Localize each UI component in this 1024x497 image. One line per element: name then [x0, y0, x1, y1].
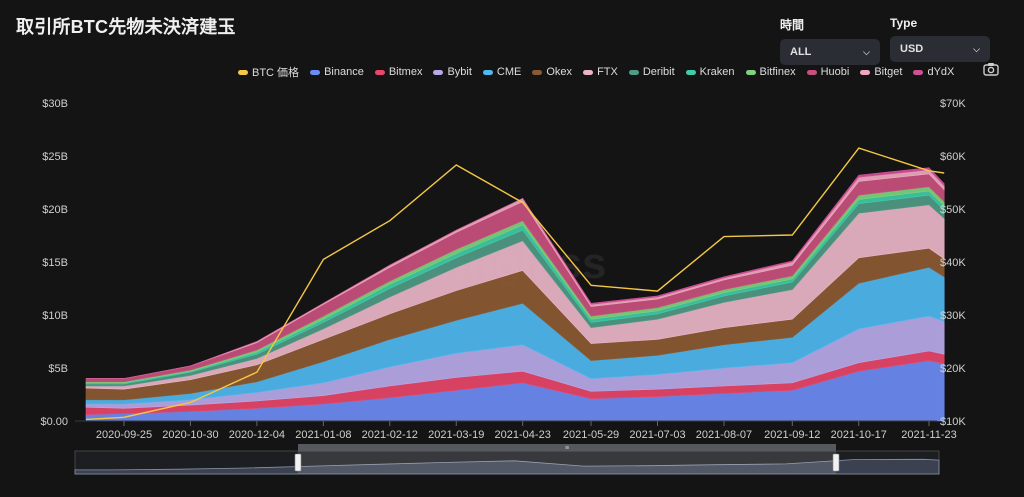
- type-label: Type: [890, 16, 918, 30]
- legend-label: CME: [496, 66, 522, 78]
- navigator-series: [74, 458, 940, 475]
- page-title: 取引所BTC先物未決済建玉: [16, 17, 236, 37]
- legend-swatch: [583, 69, 594, 75]
- y-left-tick: $0.00: [40, 416, 68, 428]
- y-left-tick: $25B: [42, 151, 68, 163]
- legend-swatch: [310, 69, 321, 75]
- navigator-handle-left[interactable]: [294, 453, 302, 472]
- legend-item-huobi[interactable]: Huobi: [806, 64, 850, 80]
- legend-item-bitmex[interactable]: Bitmex: [374, 64, 423, 80]
- legend-swatch: [482, 69, 493, 75]
- legend-swatch: [628, 69, 639, 75]
- legend-item-deribit[interactable]: Deribit: [628, 64, 675, 80]
- type-control: Type USD ⌵: [890, 16, 990, 62]
- legend-label: FTX: [597, 66, 618, 78]
- y-right-tick: $50K: [940, 204, 966, 216]
- legend-item-binance[interactable]: Binance: [310, 64, 364, 80]
- legend-label: Okex: [546, 66, 573, 78]
- time-label: 時間: [780, 18, 805, 32]
- time-select[interactable]: ALL ⌵: [780, 39, 880, 65]
- navigator-selection[interactable]: [298, 451, 836, 474]
- x-tick-label: 2021-10-17: [831, 429, 887, 441]
- x-tick-label: 2021-05-29: [563, 429, 619, 441]
- range-navigator: ≡: [74, 444, 940, 475]
- y-left-tick: $30B: [42, 98, 68, 110]
- legend-item-dydx[interactable]: dYdX: [913, 64, 954, 80]
- chart-legend: BTC 価格 Binance Bitmex Bybit CME Okex FTX Deribi…: [238, 64, 954, 80]
- legend-swatch: [685, 69, 696, 75]
- legend-swatch: [532, 69, 543, 75]
- legend-label: BTC 価格: [252, 67, 300, 79]
- line-btc-price: [85, 147, 945, 421]
- legend-label: Kraken: [699, 66, 735, 78]
- legend-item-bitget[interactable]: Bitget: [860, 64, 902, 80]
- btc-price-line: [85, 147, 945, 421]
- legend-item-ftx[interactable]: FTX: [583, 64, 618, 80]
- legend-label: dYdX: [927, 66, 955, 78]
- legend-swatch: [806, 69, 817, 75]
- x-tick-label: 2021-03-19: [428, 429, 484, 441]
- x-tick-label: 2020-12-04: [229, 429, 285, 441]
- legend-item-bybit[interactable]: Bybit: [433, 64, 472, 80]
- legend-label: Bybit: [447, 66, 472, 78]
- legend-item-cme[interactable]: CME: [482, 64, 522, 80]
- y-right-tick: $40K: [940, 257, 966, 269]
- time-select-value: ALL: [790, 46, 812, 58]
- y-right-tick: $20K: [940, 363, 966, 375]
- y-left-tick: $20B: [42, 204, 68, 216]
- y-axis-right: $10K $20K $30K $40K $50K $60K $70K: [940, 98, 966, 428]
- x-tick-label: 2021-08-07: [696, 429, 752, 441]
- time-control: 時間 ALL ⌵: [780, 16, 880, 65]
- x-tick-label: 2021-02-12: [362, 429, 418, 441]
- legend-swatch: [374, 69, 385, 75]
- x-tick-label: 2021-04-23: [495, 429, 551, 441]
- stacked-areas: [85, 167, 945, 422]
- y-left-tick: $15B: [42, 257, 68, 269]
- scrollbar-grip-icon: ≡: [565, 445, 569, 452]
- legend-label: Bitget: [874, 66, 903, 78]
- legend-label: Bitfinex: [759, 66, 796, 78]
- y-left-tick: $10B: [42, 310, 68, 322]
- chevron-down-icon: ⌵: [973, 43, 980, 54]
- x-tick-label: 2021-01-08: [295, 429, 351, 441]
- type-select-value: USD: [900, 43, 924, 55]
- x-tick-label: 2020-10-30: [162, 429, 218, 441]
- x-axis: 2020-09-25 2020-10-30 2020-12-04 2021-01-08…: [75, 420, 957, 441]
- legend-swatch: [433, 69, 444, 75]
- x-tick-label: 2021-07-03: [629, 429, 685, 441]
- area-dydx: [86, 167, 945, 379]
- x-tick-label: 2021-09-12: [764, 429, 820, 441]
- y-right-tick: $70K: [940, 98, 966, 110]
- legend-item-bitfinex[interactable]: Bitfinex: [745, 64, 796, 80]
- legend-swatch: [913, 69, 924, 75]
- camera-icon[interactable]: [983, 62, 999, 76]
- x-tick-label: 2021-11-23: [901, 429, 956, 441]
- navigator-handle-right[interactable]: [832, 453, 840, 472]
- legend-swatch: [860, 69, 871, 75]
- legend-item-okex[interactable]: Okex: [532, 64, 572, 80]
- y-right-tick: $10K: [940, 416, 966, 428]
- navigator-scrollbar[interactable]: [298, 444, 836, 451]
- legend-label: Binance: [324, 66, 364, 78]
- type-select[interactable]: USD ⌵: [890, 36, 990, 62]
- x-tick-label: 2020-09-25: [96, 429, 152, 441]
- y-left-tick: $5B: [48, 363, 68, 375]
- legend-label: Deribit: [642, 66, 675, 78]
- legend-label: Huobi: [820, 66, 850, 78]
- legend-swatch: [238, 69, 248, 75]
- chevron-down-icon: ⌵: [863, 46, 870, 57]
- legend-swatch: [745, 69, 756, 75]
- legend-item-kraken[interactable]: Kraken: [685, 64, 735, 80]
- legend-item-btc-price[interactable]: BTC 価格: [238, 64, 299, 80]
- y-axis-left: $0.00 $5B $10B $15B $20B $25B $30B: [40, 98, 68, 428]
- legend-label: Bitmex: [388, 66, 423, 78]
- y-right-tick: $60K: [940, 151, 966, 163]
- y-right-tick: $30K: [940, 310, 966, 322]
